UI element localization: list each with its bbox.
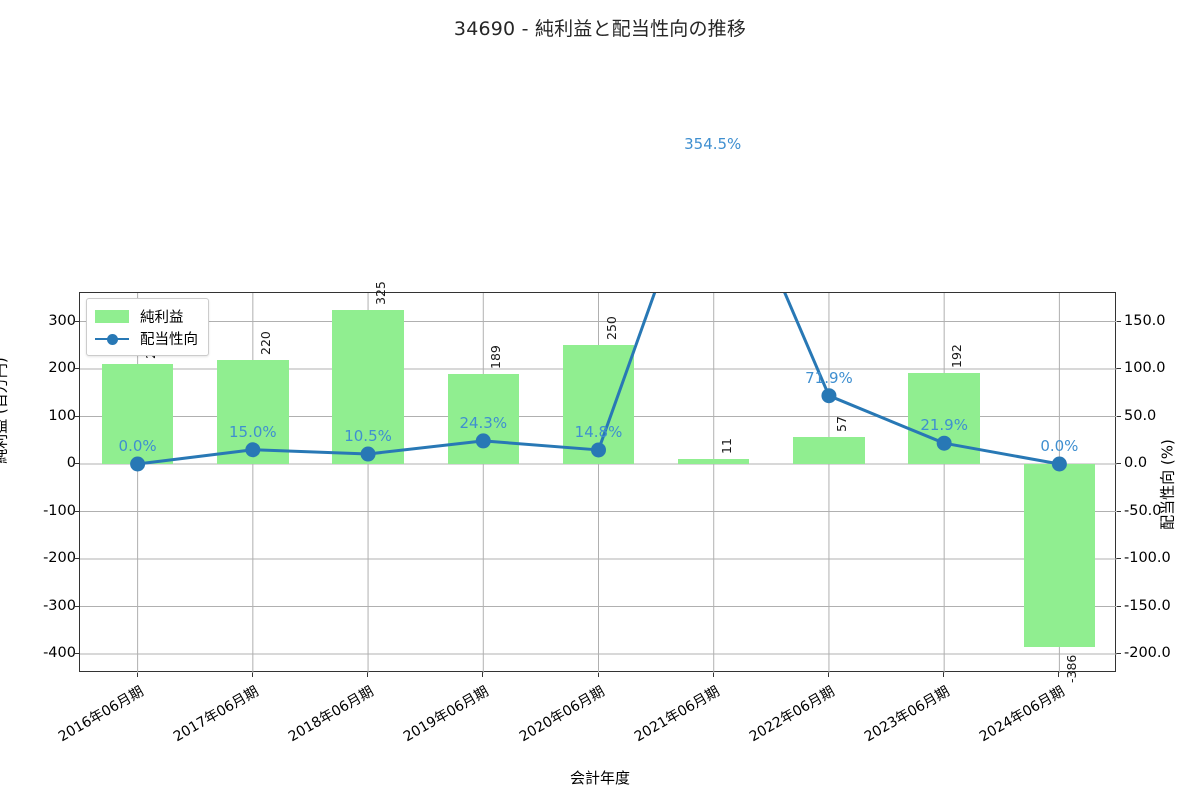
y-axis-right-tick: -50.0 — [1124, 502, 1162, 519]
bar-2016年06月期 — [101, 363, 174, 464]
bar-2022年06月期 — [793, 436, 865, 464]
payout-ratio-label: 14.8% — [574, 422, 623, 441]
payout-ratio-label: 15.0% — [229, 422, 277, 441]
x-axis-tick-2023年06月期: 2023年06月期 — [861, 683, 953, 746]
y-axis-right-tick: 50.0 — [1124, 407, 1157, 424]
x-axis-tick-2017年06月期: 2017年06月期 — [170, 683, 262, 746]
y-axis-left-tickmark — [74, 558, 79, 560]
y-axis-right-tickmark — [1116, 605, 1121, 607]
plot-area: 2112203251892501157192-386 0.0%15.0%10.5… — [79, 281, 1117, 683]
x-axis-tickmark — [597, 672, 599, 677]
y-axis-left-tickmark — [74, 510, 79, 512]
x-axis-tickmark — [251, 672, 253, 677]
y-axis-left-tick: 0 — [66, 455, 76, 471]
x-axis-tickmark — [136, 672, 138, 677]
legend-label-net-income: 純利益 — [140, 309, 184, 326]
bar-2024年06月期 — [1023, 464, 1096, 648]
x-axis-label: 会計年度 — [569, 769, 630, 787]
y-axis-left-tickmark — [74, 463, 79, 465]
y-axis-right-tickmark — [1116, 558, 1121, 560]
y-axis-right-tick: -150.0 — [1124, 597, 1171, 614]
y-axis-left-tickmark — [74, 368, 79, 370]
x-axis-tick-2024年06月期: 2024年06月期 — [977, 683, 1068, 746]
y-axis-right-tick: 0.0 — [1124, 455, 1148, 471]
legend[interactable]: 純利益 配当性向 — [86, 298, 209, 356]
payout-ratio-label: 0.0% — [1040, 437, 1079, 455]
payout-ratio-label: 10.5% — [344, 427, 392, 446]
offscale-annotation-label: 354.5% — [684, 135, 742, 153]
payout-ratio-label: 21.9% — [920, 416, 968, 435]
x-axis-tickmark — [712, 672, 714, 677]
y-axis-right-label: 配当性向 (%) — [1158, 439, 1177, 530]
y-axis-right-tickmark — [1116, 320, 1121, 322]
legend-item-payout-ratio[interactable]: 配当性向 — [95, 327, 198, 349]
y-axis-right-tick: 100.0 — [1124, 360, 1166, 376]
y-axis-left-tickmark — [74, 605, 79, 607]
x-axis-tickmark — [367, 672, 369, 677]
x-axis-tick-2018年06月期: 2018年06月期 — [285, 683, 377, 746]
chart-title: 34690 - 純利益と配当性向の推移 — [453, 18, 747, 40]
x-axis-tick-2020年06月期: 2020年06月期 — [516, 683, 607, 746]
y-axis-left-tickmark — [74, 415, 79, 417]
y-axis-left-tick: -100 — [43, 502, 76, 519]
payout-ratio-label: 71.9% — [805, 368, 853, 387]
line-series — [130, 293, 1067, 472]
y-axis-right-tickmark — [1116, 368, 1121, 370]
x-axis-tick-2022年06月期: 2022年06月期 — [746, 683, 838, 746]
x-axis-tick-2016年06月期: 2016年06月期 — [55, 683, 147, 746]
y-axis-right-tickmark — [1116, 510, 1121, 512]
y-axis-right-tick: -100.0 — [1124, 550, 1171, 566]
x-axis-tickmark — [827, 672, 830, 677]
y-axis-left-tickmark — [74, 320, 79, 322]
payout-ratio-label: 0.0% — [118, 437, 157, 455]
y-axis-left-tick: -200 — [43, 550, 76, 566]
y-axis-right-tick: -200.0 — [1124, 645, 1171, 661]
bar-swatch-icon — [95, 309, 129, 323]
y-axis-right-tick: 150.0 — [1124, 312, 1166, 329]
y-axis-right-tickmark — [1116, 415, 1121, 417]
y-axis-left-label: 純利益 (百万円) — [0, 357, 10, 464]
payout-ratio-label: 24.3% — [459, 413, 508, 432]
bar-2019年06月期 — [447, 374, 519, 464]
x-axis-tickmark — [943, 672, 945, 677]
x-axis-tick-2021年06月期: 2021年06月期 — [631, 683, 723, 746]
y-axis-left-tick: 300 — [48, 312, 76, 329]
y-axis-right-tickmark — [1116, 653, 1121, 655]
y-axis-left-tick: 200 — [48, 360, 76, 376]
y-axis-left-tickmark — [74, 653, 79, 655]
y-axis-left-tick: -300 — [43, 597, 76, 614]
line-marker-swatch-icon — [95, 332, 129, 345]
y-axis-left-tick: 100 — [48, 407, 76, 424]
legend-item-net-income[interactable]: 純利益 — [95, 305, 198, 327]
x-axis-tickmark — [1058, 672, 1060, 677]
x-axis-tickmark — [482, 672, 484, 677]
bar-2018年06月期 — [332, 309, 404, 464]
y-axis-right-tickmark — [1116, 463, 1121, 465]
legend-label-payout-ratio: 配当性向 — [140, 331, 198, 348]
x-axis-tick-2019年06月期: 2019年06月期 — [401, 683, 492, 746]
bar-2021年06月期 — [678, 458, 750, 464]
y-axis-left-tick: -400 — [43, 645, 76, 661]
